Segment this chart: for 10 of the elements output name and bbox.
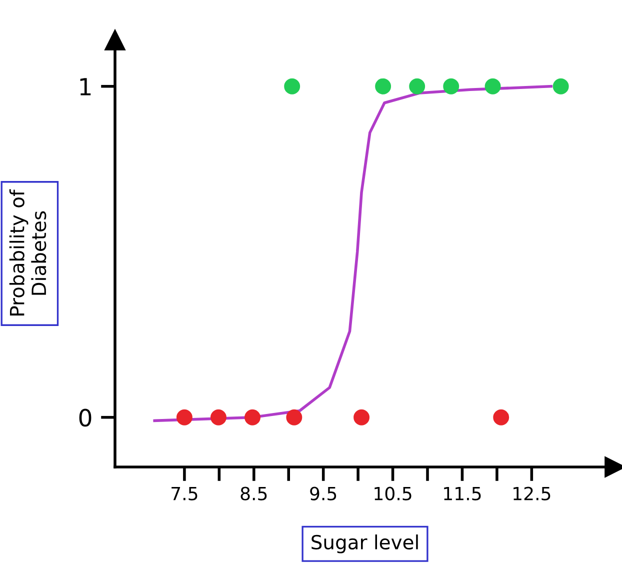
- x-tick-label: 8.5: [240, 486, 267, 500]
- y-tick-label: 1: [80, 78, 91, 96]
- x-axis-title: Sugar level: [312, 534, 418, 554]
- y-axis-title: Probability of Diabetes: [9, 189, 46, 316]
- x-tick-label: 7.5: [172, 487, 198, 500]
- x-tick-label: 9.5: [310, 486, 336, 500]
- x-tick-label: 10.5: [374, 486, 412, 500]
- y-tick-label: 0: [79, 408, 92, 427]
- x-tick-label: 12.5: [514, 486, 550, 500]
- x-tick-label: 11.5: [444, 487, 481, 500]
